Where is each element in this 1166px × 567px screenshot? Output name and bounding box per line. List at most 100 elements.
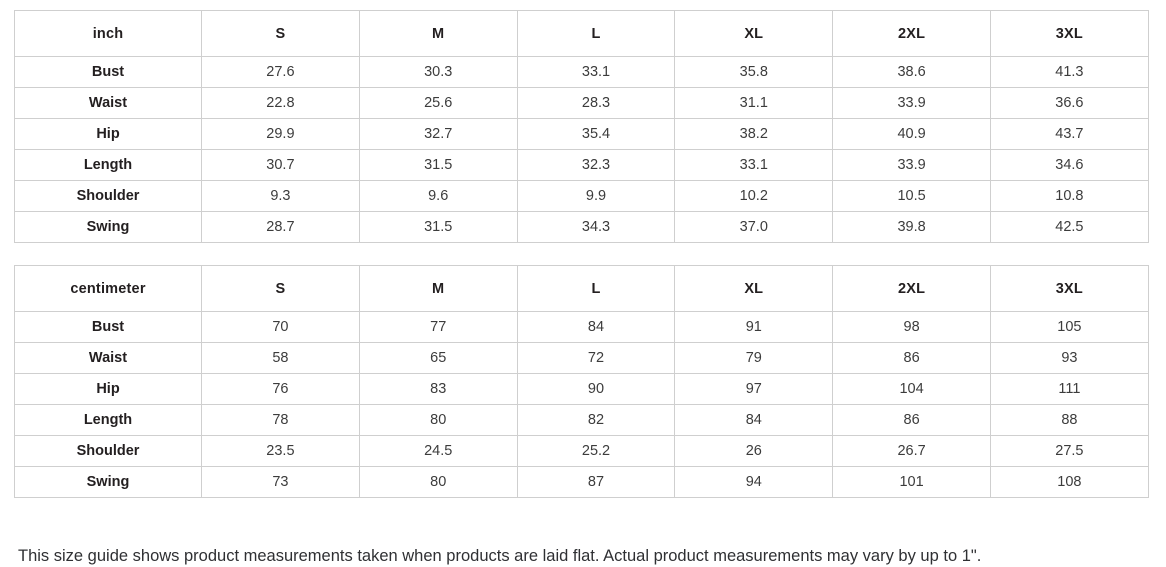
table-row: Length 78 80 82 84 86 88 (14, 404, 1149, 436)
cell-swing-xl: 37.0 (674, 211, 834, 243)
row-label-hip: Hip (14, 118, 202, 150)
cell-waist-m: 25.6 (358, 87, 518, 119)
cell-shoulder-2xl: 10.5 (832, 180, 991, 212)
cell-length-l: 32.3 (516, 149, 676, 181)
table-row: Length 30.7 31.5 32.3 33.1 33.9 34.6 (14, 149, 1149, 181)
cell-shoulder-3xl: 27.5 (989, 435, 1149, 467)
table-row: Shoulder 23.5 24.5 25.2 26 26.7 27.5 (14, 435, 1149, 467)
unit-header-inch: inch (14, 10, 202, 57)
cell-swing-2xl: 101 (832, 466, 991, 498)
cell-waist-xl: 31.1 (674, 87, 834, 119)
cell-swing-s: 73 (201, 466, 360, 498)
cell-waist-2xl: 86 (832, 342, 991, 374)
row-label-length: Length (14, 404, 202, 436)
cell-waist-2xl: 33.9 (832, 87, 991, 119)
cell-swing-s: 28.7 (201, 211, 360, 243)
row-label-length: Length (14, 149, 202, 181)
table-row: Waist 58 65 72 79 86 93 (14, 342, 1149, 374)
row-label-bust: Bust (14, 56, 202, 88)
cell-swing-m: 31.5 (358, 211, 518, 243)
row-label-hip: Hip (14, 373, 202, 405)
cell-length-xl: 84 (674, 404, 834, 436)
cell-swing-xl: 94 (674, 466, 834, 498)
cell-waist-3xl: 93 (989, 342, 1149, 374)
size-header-2xl: 2XL (832, 10, 991, 57)
cell-waist-m: 65 (358, 342, 518, 374)
unit-header-centimeter: centimeter (14, 265, 202, 312)
cell-hip-3xl: 43.7 (989, 118, 1149, 150)
cell-length-3xl: 88 (989, 404, 1149, 436)
cell-bust-2xl: 98 (832, 311, 991, 343)
cell-hip-l: 35.4 (516, 118, 676, 150)
table-row: Swing 28.7 31.5 34.3 37.0 39.8 42.5 (14, 211, 1149, 243)
cell-length-xl: 33.1 (674, 149, 834, 181)
size-chart-centimeter-body: Bust 70 77 84 91 98 105 Waist 58 65 72 7… (14, 311, 1149, 498)
cell-length-m: 80 (358, 404, 518, 436)
cell-shoulder-l: 9.9 (516, 180, 676, 212)
cell-hip-s: 76 (201, 373, 360, 405)
size-header-xl: XL (674, 265, 834, 312)
cell-bust-s: 70 (201, 311, 360, 343)
size-header-m: M (358, 265, 518, 312)
row-label-bust: Bust (14, 311, 202, 343)
row-label-swing: Swing (14, 466, 202, 498)
cell-shoulder-m: 9.6 (358, 180, 518, 212)
cell-waist-l: 28.3 (516, 87, 676, 119)
cell-bust-m: 30.3 (358, 56, 518, 88)
cell-bust-xl: 35.8 (674, 56, 834, 88)
cell-length-m: 31.5 (358, 149, 518, 181)
cell-shoulder-2xl: 26.7 (832, 435, 991, 467)
cell-length-2xl: 33.9 (832, 149, 991, 181)
size-header-2xl: 2XL (832, 265, 991, 312)
cell-hip-m: 32.7 (358, 118, 518, 150)
cell-hip-xl: 38.2 (674, 118, 834, 150)
cell-waist-3xl: 36.6 (989, 87, 1149, 119)
size-header-m: M (358, 10, 518, 57)
table-row: Waist 22.8 25.6 28.3 31.1 33.9 36.6 (14, 87, 1149, 119)
cell-shoulder-m: 24.5 (358, 435, 518, 467)
cell-length-l: 82 (516, 404, 676, 436)
row-label-shoulder: Shoulder (14, 180, 202, 212)
header-row: centimeter S M L XL 2XL 3XL (14, 265, 1149, 312)
size-header-3xl: 3XL (989, 10, 1149, 57)
table-row: Shoulder 9.3 9.6 9.9 10.2 10.5 10.8 (14, 180, 1149, 212)
cell-waist-l: 72 (516, 342, 676, 374)
row-label-swing: Swing (14, 211, 202, 243)
cell-bust-l: 33.1 (516, 56, 676, 88)
size-header-s: S (201, 265, 360, 312)
table-row: Hip 29.9 32.7 35.4 38.2 40.9 43.7 (14, 118, 1149, 150)
size-chart-centimeter-header: centimeter S M L XL 2XL 3XL (14, 265, 1149, 312)
cell-hip-2xl: 40.9 (832, 118, 991, 150)
cell-hip-2xl: 104 (832, 373, 991, 405)
cell-shoulder-3xl: 10.8 (989, 180, 1149, 212)
cell-length-s: 78 (201, 404, 360, 436)
table-row: Bust 70 77 84 91 98 105 (14, 311, 1149, 343)
cell-waist-s: 58 (201, 342, 360, 374)
cell-shoulder-s: 9.3 (201, 180, 360, 212)
cell-length-s: 30.7 (201, 149, 360, 181)
table-row: Hip 76 83 90 97 104 111 (14, 373, 1149, 405)
size-chart-inch-body: Bust 27.6 30.3 33.1 35.8 38.6 41.3 Waist… (14, 56, 1149, 243)
cell-swing-3xl: 42.5 (989, 211, 1149, 243)
cell-swing-2xl: 39.8 (832, 211, 991, 243)
size-chart-centimeter: centimeter S M L XL 2XL 3XL Bust 70 77 8… (14, 265, 1149, 498)
cell-waist-s: 22.8 (201, 87, 360, 119)
cell-hip-s: 29.9 (201, 118, 360, 150)
row-label-waist: Waist (14, 342, 202, 374)
size-chart-inch: inch S M L XL 2XL 3XL Bust 27.6 30.3 33.… (14, 10, 1149, 243)
cell-length-2xl: 86 (832, 404, 991, 436)
cell-hip-m: 83 (358, 373, 518, 405)
cell-hip-xl: 97 (674, 373, 834, 405)
cell-shoulder-xl: 26 (674, 435, 834, 467)
table-row: Swing 73 80 87 94 101 108 (14, 466, 1149, 498)
cell-hip-3xl: 111 (989, 373, 1149, 405)
size-header-s: S (201, 10, 360, 57)
cell-shoulder-xl: 10.2 (674, 180, 834, 212)
cell-bust-s: 27.6 (201, 56, 360, 88)
cell-bust-3xl: 105 (989, 311, 1149, 343)
cell-bust-xl: 91 (674, 311, 834, 343)
cell-bust-m: 77 (358, 311, 518, 343)
cell-shoulder-l: 25.2 (516, 435, 676, 467)
cell-swing-m: 80 (358, 466, 518, 498)
table-row: Bust 27.6 30.3 33.1 35.8 38.6 41.3 (14, 56, 1149, 88)
